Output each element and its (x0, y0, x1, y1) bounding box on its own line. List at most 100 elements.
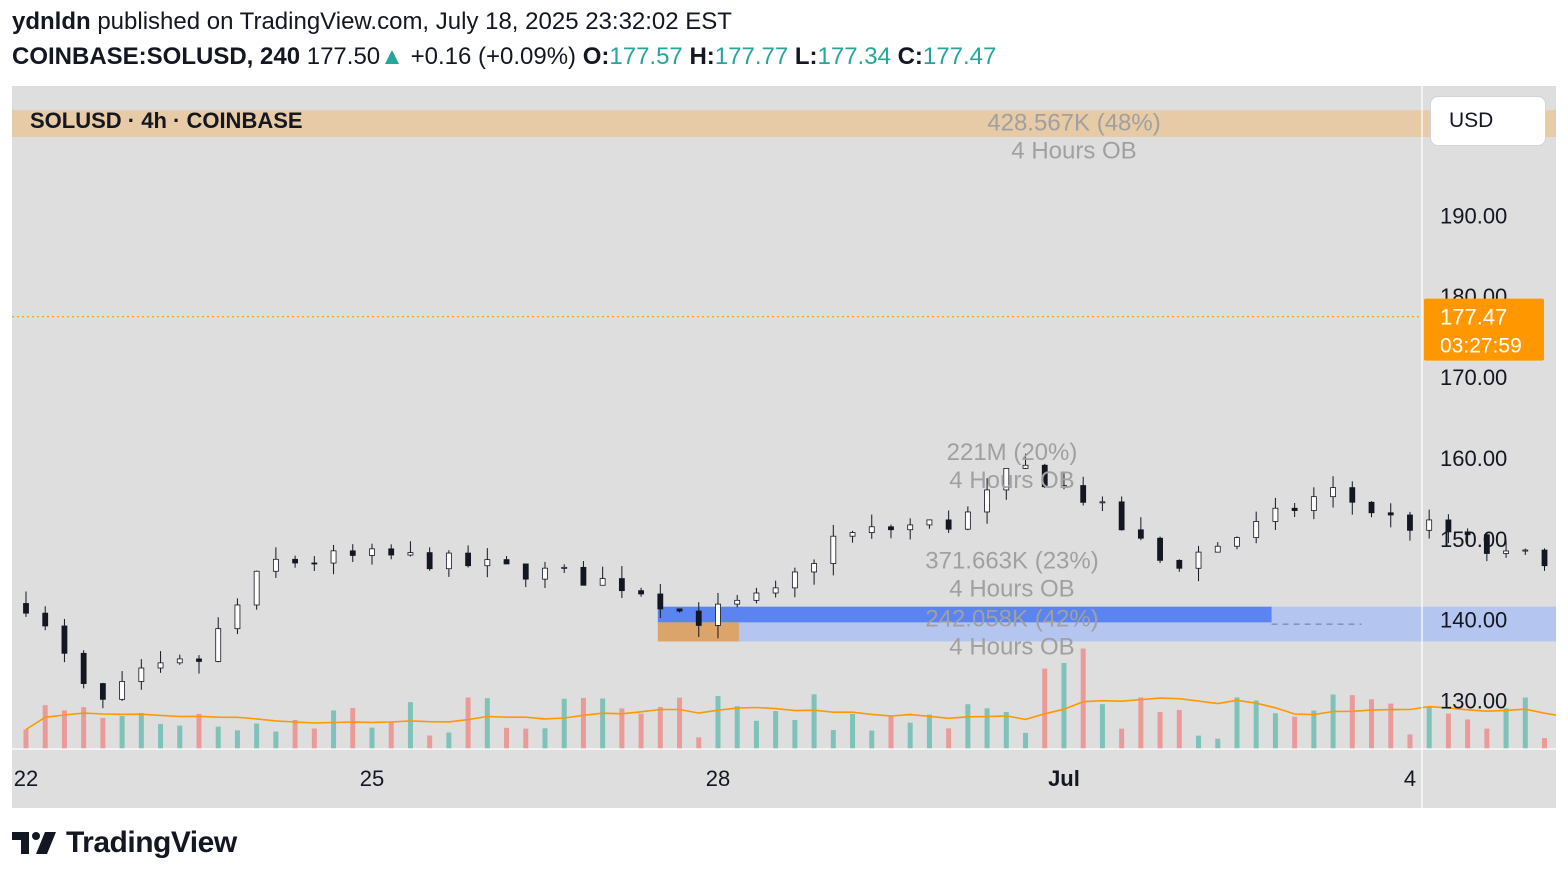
price-change: +0.16 (+0.09%) (410, 43, 577, 70)
candle-body (196, 658, 202, 662)
candle-body (1310, 496, 1317, 511)
countdown-label: 03:27:59 (1440, 335, 1522, 358)
candle-body (426, 552, 433, 570)
change-up-arrow-icon: ▲ (380, 43, 404, 70)
volume-bar (1465, 719, 1471, 749)
tradingview-logo[interactable]: TradingView (12, 826, 237, 860)
chart-container[interactable]: 428.567K (48%) 4 Hours OB 221M (20%) 4 Hour… (12, 86, 1568, 808)
price-tick-label: 140.00 (1440, 608, 1507, 633)
volume-bar (926, 714, 932, 749)
volume-bar (215, 726, 221, 749)
volume-bar (773, 711, 779, 749)
time-tick-label: 4 (1404, 766, 1416, 791)
candle-body (1137, 529, 1144, 539)
candle-body (618, 578, 625, 592)
price-tick-label: 160.00 (1440, 446, 1507, 471)
candle-body (1253, 521, 1260, 538)
volume-bar (715, 696, 721, 749)
volume-bar (1080, 648, 1086, 749)
candle-body (42, 612, 49, 627)
volume-bar (446, 732, 452, 749)
volume-bar (119, 715, 125, 749)
volume-bar (369, 727, 375, 749)
volume-bar (196, 713, 202, 749)
candle-body (349, 550, 356, 556)
candle-body (1349, 487, 1356, 503)
volume-bar (811, 694, 817, 749)
candle-body (830, 535, 837, 564)
volume-bar (61, 710, 67, 749)
volume-bar (100, 717, 106, 749)
volume-bar (888, 715, 894, 749)
volume-bar (907, 722, 913, 749)
published-text: published on TradingView.com, July 18, 2… (97, 8, 732, 35)
order-block-timeframe-label: 4 Hours OB (949, 467, 1074, 494)
candle-body (1176, 559, 1183, 569)
volume-bar (1196, 735, 1202, 749)
volume-bar (1138, 697, 1144, 749)
order-block-core (657, 606, 1272, 623)
volume-bar (792, 719, 798, 749)
volume-bar (869, 730, 875, 749)
tradingview-logo-icon (12, 832, 56, 854)
candle-body (311, 562, 318, 565)
low-label: L: (794, 43, 818, 70)
candle-body (1522, 549, 1529, 552)
volume-bar (1253, 700, 1259, 749)
author-name[interactable]: ydnldn (12, 8, 91, 35)
candle-body (1426, 519, 1433, 531)
candle-body (945, 519, 952, 530)
volume-bar (946, 728, 952, 749)
candle-body (388, 548, 395, 556)
volume-bar (504, 727, 510, 749)
ohlc-legend: COINBASE:SOLUSD, 240 177.50▲ +0.16 (+0.0… (12, 43, 996, 71)
volume-bar (619, 708, 625, 749)
volume-bar (311, 728, 317, 749)
candle-body (695, 610, 702, 626)
volume-layer (23, 648, 1567, 749)
volume-bar (350, 707, 356, 749)
volume-bar (465, 697, 471, 749)
volume-bar (388, 721, 394, 749)
volume-bar (158, 723, 164, 749)
candle-body (1118, 501, 1125, 531)
candle-body (984, 489, 990, 513)
candle-body (715, 603, 721, 626)
candle-body (849, 532, 856, 537)
candle-body (1445, 519, 1452, 533)
volume-bar (1042, 668, 1048, 749)
volume-bar (561, 698, 567, 749)
candle-body (561, 566, 568, 569)
symbol-label[interactable]: COINBASE:SOLUSD, 240 (12, 43, 301, 70)
candle-body (734, 599, 741, 605)
volume-bar (1445, 713, 1451, 749)
candle-body (1157, 537, 1163, 561)
volume-bar (1542, 738, 1548, 749)
order-block-layer (12, 110, 1568, 642)
candle-body (1330, 487, 1336, 498)
volume-bar (1061, 662, 1067, 749)
candle-body (811, 563, 817, 573)
volume-bar (1503, 708, 1509, 749)
candle-body (676, 608, 683, 612)
volume-bar (523, 728, 529, 749)
candle-body (272, 558, 279, 572)
volume-bar (177, 725, 183, 749)
candle-body (234, 604, 241, 630)
volume-ma-line (25, 697, 1568, 731)
candle-body (1195, 551, 1202, 569)
candle-body (1041, 464, 1048, 488)
candle-body (369, 548, 375, 556)
price-tick-label: 170.00 (1440, 365, 1507, 390)
order-block-zone (12, 110, 1568, 137)
candle-body (638, 590, 644, 595)
volume-bar (138, 713, 144, 749)
candle-body (1080, 485, 1087, 503)
price-tick-label: 190.00 (1440, 203, 1507, 228)
candle-body (753, 592, 760, 601)
candle-body (926, 519, 933, 526)
currency-selector[interactable]: USD (1430, 96, 1546, 146)
candle-body (868, 526, 875, 533)
